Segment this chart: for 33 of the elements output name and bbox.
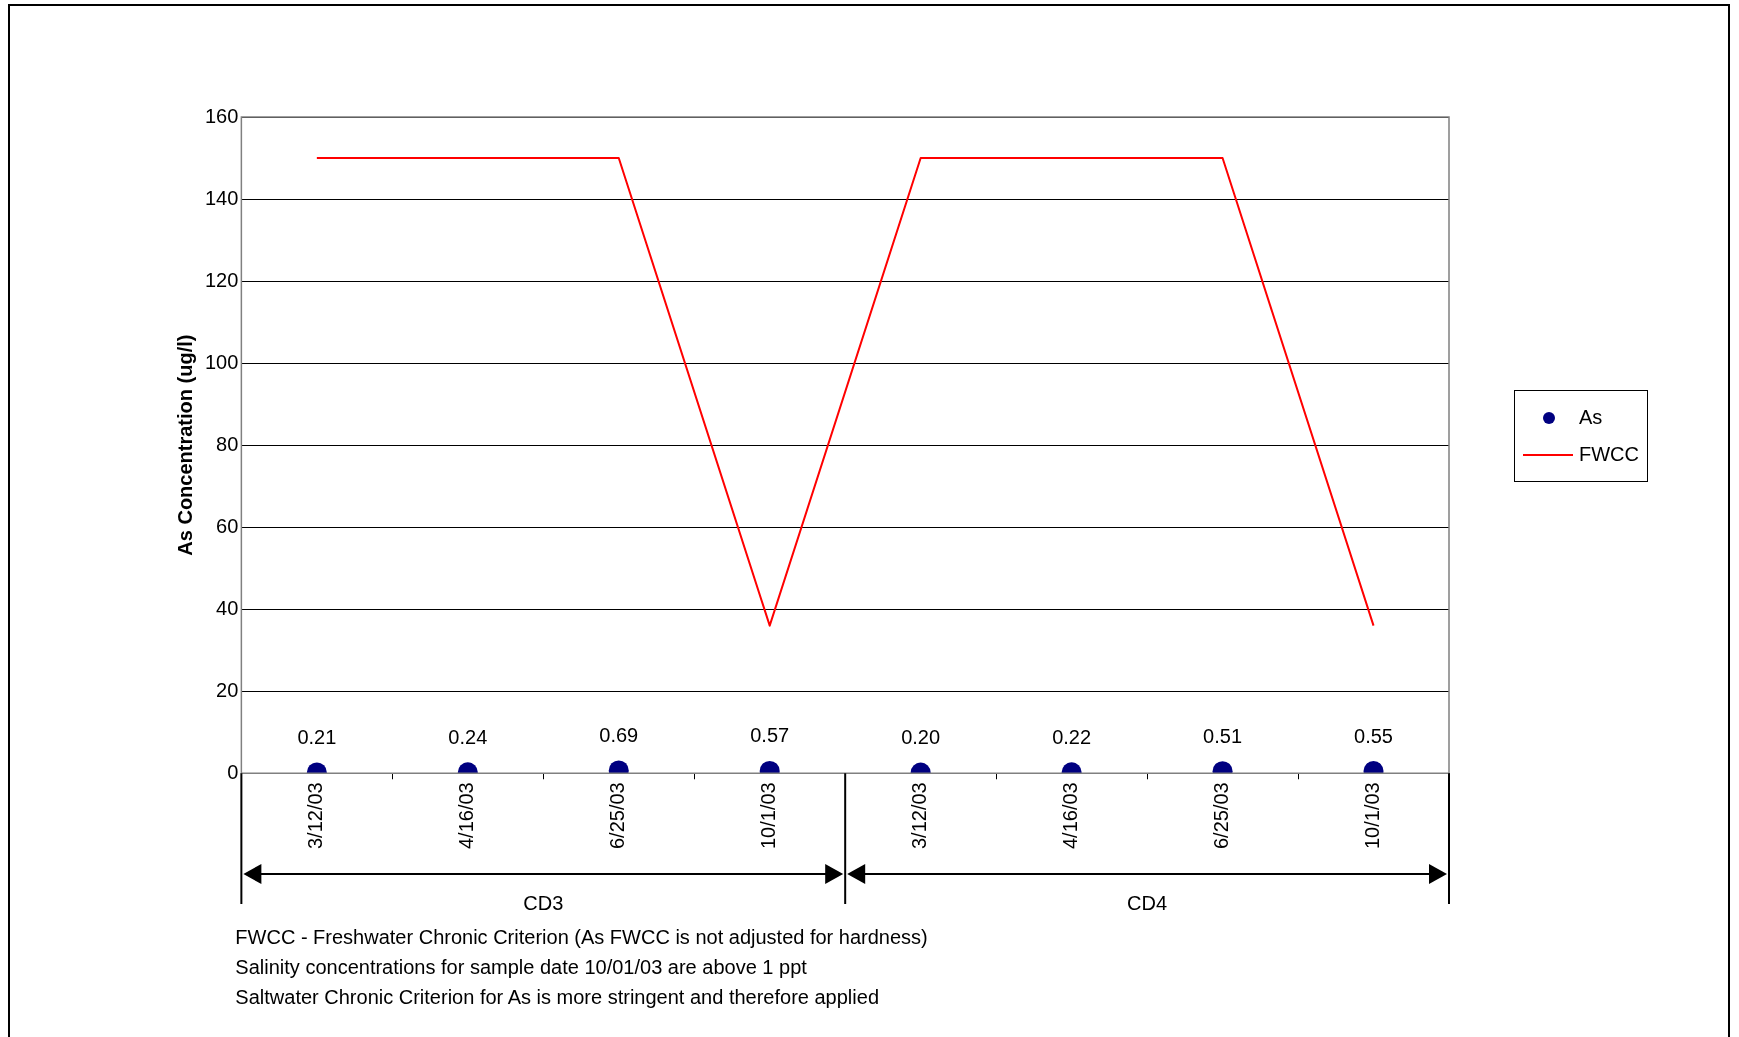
data-label: 0.57 [750,724,790,747]
y-tick-label: 160 [204,104,239,127]
x-tick-label: 4/16/03 [1059,782,1082,850]
y-tick-label: 20 [216,678,239,701]
y-axis-title: As Concentration (ug/l) [173,334,196,556]
data-label: 0.22 [1052,725,1092,748]
y-tick-label: 0 [227,760,239,783]
text: Salinity concentrations for sample date 10/01/03 are above 1 ppt [235,956,807,979]
legend-label: As [1579,406,1603,430]
data-label: 0.69 [599,723,639,746]
x-tick-label: 6/25/03 [606,782,629,850]
x-tick-label: 6/25/03 [1210,782,1233,850]
data-label: 0.21 [297,725,337,748]
data-label: 0.55 [1354,724,1393,747]
y-tick-label: 40 [216,596,239,619]
text: Saltwater Chronic Criterion for As is more stringent and therefore applied [235,986,880,1009]
x-tick-label: 3/12/03 [908,782,931,850]
text: CD4 [1127,892,1168,915]
y-tick-label: 140 [204,186,239,209]
text: CD3 [523,892,564,915]
y-tick-label: 60 [216,514,239,537]
x-tick-label: 4/16/03 [455,782,478,850]
data-label: 0.20 [901,725,941,748]
x-tick-label: 10/1/03 [757,782,780,850]
x-tick-label: 10/1/03 [1361,782,1384,850]
y-tick-label: 80 [216,432,239,455]
y-tick-label: 120 [204,268,239,291]
data-label: 0.24 [448,725,488,748]
y-tick-label: 100 [204,350,239,373]
text: FWCC - Freshwater Chronic Criterion (As FWCC is not adjusted for hardness) [235,926,928,949]
legend-label: FWCC [1579,443,1639,467]
data-label: 0.51 [1203,724,1243,747]
x-tick-label: 3/12/03 [304,782,327,850]
